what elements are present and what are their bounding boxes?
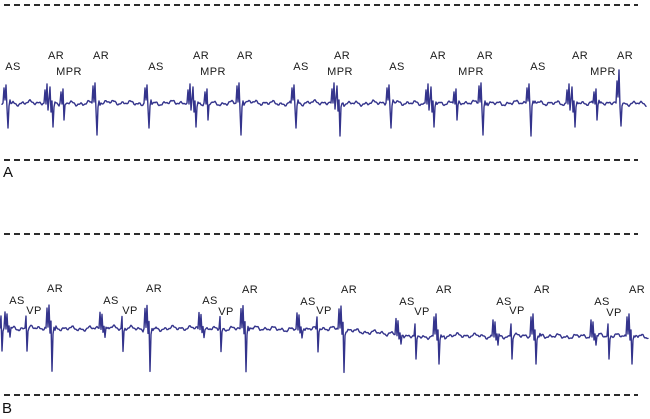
marker-label-as: AS xyxy=(399,296,415,308)
marker-label-ar: AR xyxy=(616,50,634,62)
panel-b-letter: B xyxy=(2,400,13,417)
marker-label-ar: AR xyxy=(241,284,259,296)
marker-label-ar: AR xyxy=(92,50,110,62)
marker-label-mpr: MPR xyxy=(458,66,484,78)
marker-label-ar: AR xyxy=(340,284,358,296)
marker-label-vp: VP xyxy=(26,305,42,317)
marker-label-ar: AR xyxy=(145,283,163,295)
marker-label-as: AS xyxy=(300,296,316,308)
marker-label-vp: VP xyxy=(316,305,332,317)
marker-label-as: AS xyxy=(293,61,309,73)
marker-label-ar: AR xyxy=(435,284,453,296)
panel-a-trace xyxy=(1,69,647,137)
marker-label-vp: VP xyxy=(218,306,234,318)
marker-label-mpr: MPR xyxy=(56,66,82,78)
marker-label-as: AS xyxy=(496,296,512,308)
marker-label-as: AS xyxy=(202,295,218,307)
marker-label-as: AS xyxy=(594,296,610,308)
marker-label-vp: VP xyxy=(122,305,138,317)
marker-label-ar: AR xyxy=(429,50,447,62)
marker-label-vp: VP xyxy=(414,306,430,318)
marker-label-as: AS xyxy=(103,295,119,307)
marker-label-as: AS xyxy=(5,61,21,73)
marker-label-as: AS xyxy=(530,61,546,73)
marker-label-as: AS xyxy=(148,61,164,73)
dashed-separator xyxy=(4,4,638,6)
dashed-separator xyxy=(4,394,638,396)
marker-label-ar: AR xyxy=(476,50,494,62)
marker-label-mpr: MPR xyxy=(590,66,616,78)
marker-label-as: AS xyxy=(9,295,25,307)
marker-label-vp: VP xyxy=(509,305,525,317)
marker-label-ar: AR xyxy=(333,50,351,62)
marker-label-ar: AR xyxy=(236,50,254,62)
marker-label-ar: AR xyxy=(46,283,64,295)
marker-label-as: AS xyxy=(389,61,405,73)
dashed-separator xyxy=(4,159,638,161)
panel-b-trace xyxy=(0,304,649,374)
marker-label-ar: AR xyxy=(571,50,589,62)
marker-label-vp: VP xyxy=(606,307,622,319)
marker-label-ar: AR xyxy=(192,50,210,62)
dashed-separator xyxy=(4,233,638,235)
marker-label-mpr: MPR xyxy=(200,66,226,78)
marker-label-ar: AR xyxy=(628,284,646,296)
marker-label-mpr: MPR xyxy=(327,66,353,78)
marker-label-ar: AR xyxy=(47,50,65,62)
marker-label-ar: AR xyxy=(533,284,551,296)
panel-a-letter: A xyxy=(3,164,14,181)
